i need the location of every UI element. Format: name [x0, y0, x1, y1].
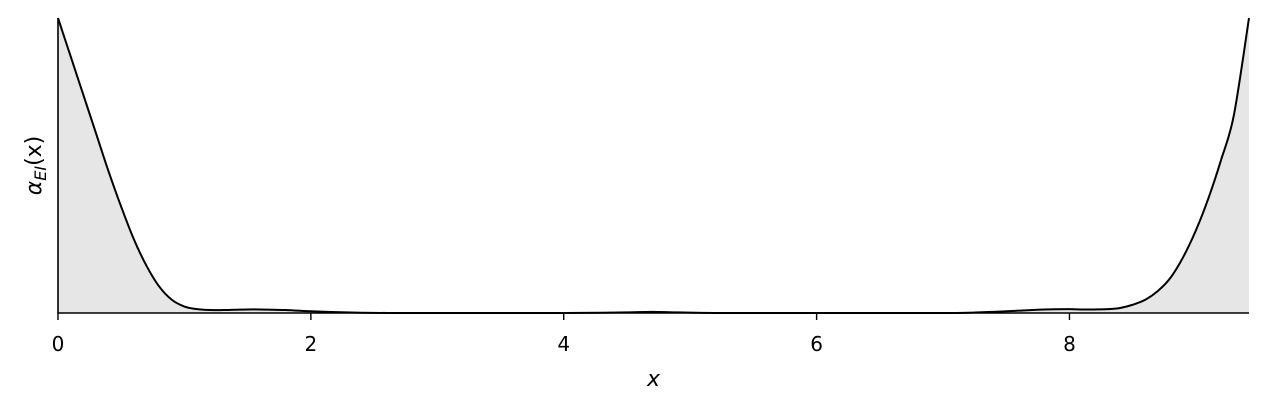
- axes: [57, 18, 1249, 314]
- x-tick-label: 0: [52, 332, 65, 356]
- y-axis-label: αEI(x): [22, 136, 50, 196]
- plot-area: [57, 17, 1250, 314]
- x-axis-label: x: [646, 367, 661, 392]
- x-tick-label: 6: [810, 332, 823, 356]
- y-axis-label-subscript: EI: [31, 166, 50, 181]
- y-axis-label-base: α: [22, 180, 47, 195]
- x-ticks: 0 2 4 6 8: [52, 313, 1076, 356]
- area-fill: [58, 18, 1249, 313]
- y-axis-label-argument: (x): [22, 136, 47, 166]
- series-line: [57, 17, 1250, 314]
- x-tick-label: 2: [304, 332, 317, 356]
- x-tick-label: 8: [1063, 332, 1076, 356]
- x-tick-label: 4: [557, 332, 570, 356]
